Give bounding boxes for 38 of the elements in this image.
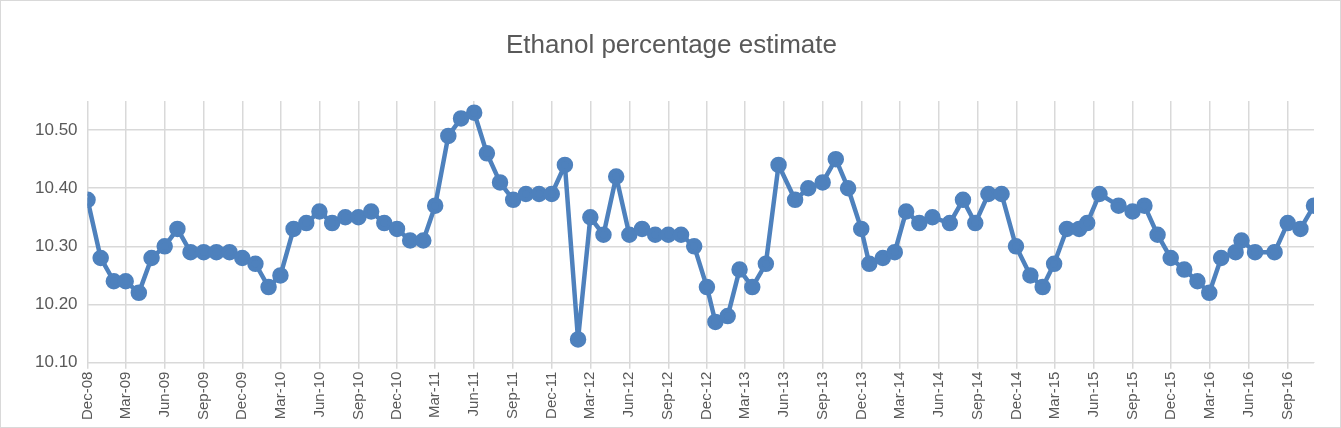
x-tick-label: Jun-11 xyxy=(464,371,482,417)
x-tick-label: Sep-16 xyxy=(1277,371,1295,421)
x-tick-label: Dec-09 xyxy=(232,371,250,420)
x-tick-label: Mar-14 xyxy=(889,371,907,420)
x-tick-label: Dec-10 xyxy=(387,371,405,420)
x-tick-label: Sep-15 xyxy=(1122,371,1140,421)
x-tick-label: Sep-11 xyxy=(503,371,521,419)
x-tick-label: Dec-08 xyxy=(77,371,95,420)
x-tick-label: Dec-13 xyxy=(851,371,869,420)
x-tick-label: Jun-16 xyxy=(1238,371,1256,418)
x-tick-label: Sep-13 xyxy=(813,371,831,421)
x-tick-label: Sep-09 xyxy=(193,371,211,421)
x-tick-label: Dec-15 xyxy=(1161,371,1179,420)
y-tick-label: 10.50 xyxy=(34,119,78,139)
x-tick-label: Mar-10 xyxy=(270,371,288,420)
x-tick-label: Mar-13 xyxy=(735,371,753,420)
x-tick-label: Jun-13 xyxy=(774,371,792,418)
y-tick-label: 10.10 xyxy=(34,352,78,372)
x-tick-label: Jun-14 xyxy=(928,371,946,418)
x-tick-label: Mar-15 xyxy=(1044,371,1062,420)
x-tick-label: Sep-14 xyxy=(967,371,985,421)
chart-title: Ethanol percentage estimate xyxy=(505,29,838,60)
x-tick-label: Jun-15 xyxy=(1083,371,1101,418)
x-tick-label: Dec-14 xyxy=(1006,371,1024,420)
x-tick-label: Jun-09 xyxy=(154,371,172,418)
y-tick-label: 10.30 xyxy=(34,236,78,256)
x-tick-label: Mar-11 xyxy=(425,371,443,419)
x-tick-label: Dec-11 xyxy=(541,371,559,419)
x-tick-label: Sep-12 xyxy=(658,371,676,421)
x-tick-label: Mar-16 xyxy=(1199,371,1217,420)
x-tick-label: Mar-12 xyxy=(580,371,598,420)
x-tick-label: Jun-10 xyxy=(309,371,327,418)
y-tick-label: 10.20 xyxy=(34,294,78,314)
x-tick-label: Mar-09 xyxy=(115,371,133,420)
x-tick-label: Sep-10 xyxy=(348,371,366,421)
y-tick-label: 10.40 xyxy=(34,177,78,197)
x-tick-label: Dec-12 xyxy=(697,371,715,420)
x-tick-label: Jun-12 xyxy=(619,371,637,418)
